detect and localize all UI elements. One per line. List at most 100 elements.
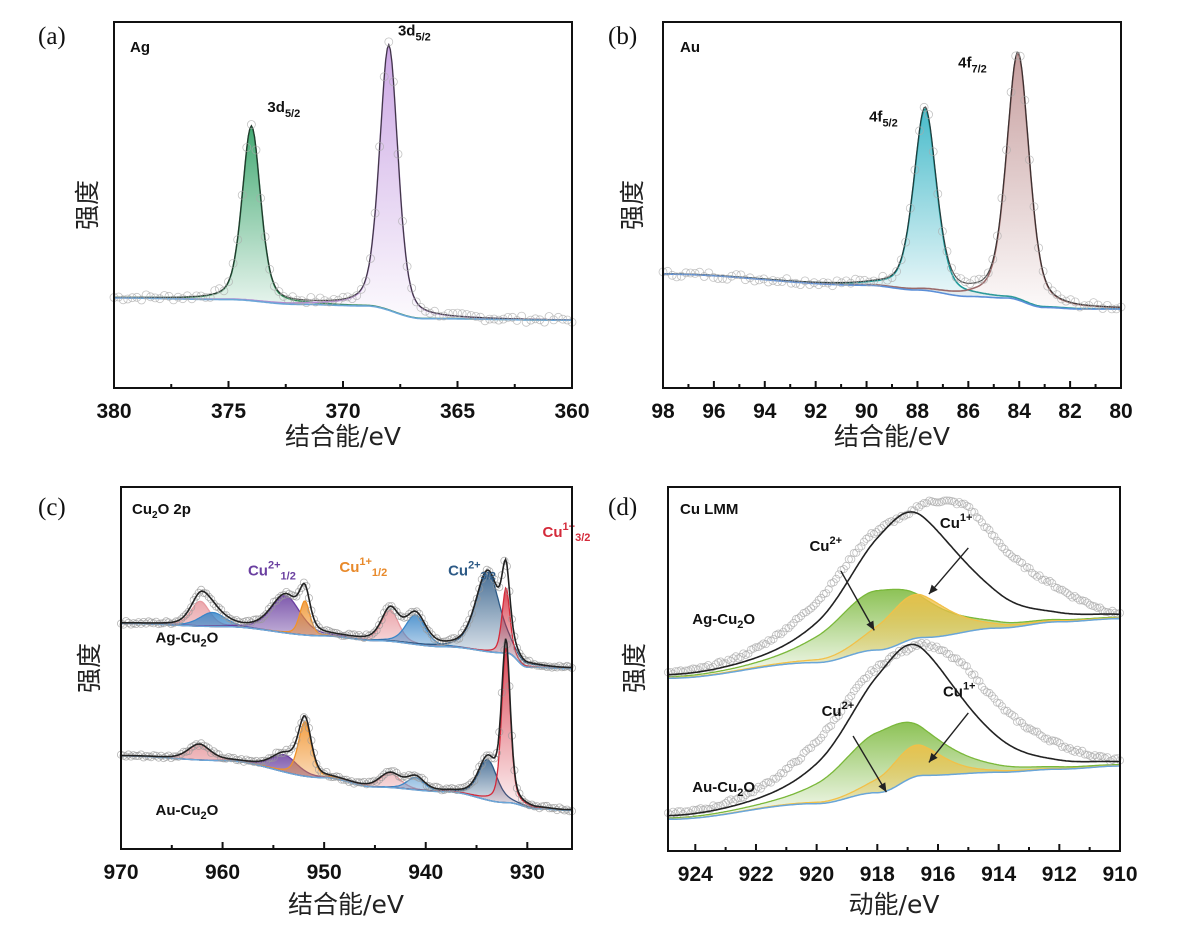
x-tick-label: 96 xyxy=(702,400,725,423)
data-point xyxy=(828,281,837,291)
data-point xyxy=(950,654,959,663)
data-point xyxy=(460,625,469,634)
data-point xyxy=(387,767,396,776)
data-point xyxy=(260,232,270,242)
data-point xyxy=(254,758,263,767)
data-point xyxy=(922,499,931,508)
data-point xyxy=(883,275,892,285)
raw-data-points xyxy=(664,638,1125,819)
data-point xyxy=(544,312,554,321)
data-point xyxy=(1015,51,1025,61)
data-point xyxy=(402,262,412,271)
sample-2: Au-Cu2O Cu2+ Cu1+ xyxy=(664,638,1125,821)
panel-letter: (d) xyxy=(608,494,637,521)
data-point xyxy=(196,291,206,301)
data-point xyxy=(288,292,298,302)
data-point xyxy=(759,274,769,284)
data-point xyxy=(827,721,836,730)
data-point xyxy=(1068,593,1077,602)
data-point xyxy=(797,754,806,763)
data-point xyxy=(734,654,743,663)
x-tick-label: 365 xyxy=(440,400,475,423)
component-line xyxy=(668,588,1120,678)
data-point xyxy=(1093,300,1103,310)
data-point xyxy=(490,754,499,763)
data-point xyxy=(1070,297,1080,307)
data-point xyxy=(1034,243,1043,253)
data-point xyxy=(990,694,999,703)
data-point xyxy=(219,611,228,620)
data-point xyxy=(1029,202,1039,212)
x-tick-label: 94 xyxy=(753,400,777,423)
data-point xyxy=(535,661,544,670)
data-point xyxy=(972,513,981,522)
component-fill-2 xyxy=(114,45,572,321)
data-point xyxy=(750,276,759,286)
panel-title: Cu2O 2p xyxy=(132,501,191,521)
data-point xyxy=(146,292,156,302)
data-point xyxy=(337,631,346,640)
x-tick-label: 920 xyxy=(799,863,834,886)
component-fill xyxy=(121,755,572,811)
sample-1: Ag-Cu2O Cu2+ Cu1+ xyxy=(664,496,1125,680)
data-point xyxy=(980,523,989,532)
data-point xyxy=(1008,710,1017,719)
data-point xyxy=(709,663,718,672)
data-point xyxy=(975,677,984,686)
data-point xyxy=(1005,549,1014,558)
panel-title: Cu LMM xyxy=(680,501,738,518)
data-point xyxy=(935,646,944,655)
data-point xyxy=(822,589,831,598)
component-fill xyxy=(668,594,1120,679)
data-point xyxy=(731,652,740,661)
data-point xyxy=(872,528,881,537)
data-point xyxy=(767,636,776,645)
data-point xyxy=(864,670,873,679)
data-point xyxy=(729,654,738,663)
data-point xyxy=(877,524,886,533)
data-point xyxy=(727,271,737,281)
data-point xyxy=(741,275,750,285)
data-point xyxy=(565,807,574,816)
data-point xyxy=(917,638,926,647)
data-point xyxy=(1025,564,1034,573)
data-point xyxy=(794,756,803,765)
data-point xyxy=(915,126,924,136)
data-point xyxy=(824,723,833,732)
data-point xyxy=(794,614,803,623)
data-point xyxy=(672,272,682,282)
data-point xyxy=(1075,302,1085,312)
sample-label: Au-Cu2O xyxy=(156,802,219,822)
data-point xyxy=(993,536,1002,545)
data-point xyxy=(882,658,891,667)
data-point xyxy=(726,656,735,665)
x-axis-title: 结合能/eV xyxy=(834,422,950,451)
data-point xyxy=(338,292,348,302)
data-point xyxy=(895,646,904,655)
data-point xyxy=(1035,571,1044,580)
plot-frame xyxy=(120,486,573,850)
x-tick-label: 918 xyxy=(860,863,895,886)
data-point xyxy=(1035,730,1044,739)
data-point xyxy=(1070,747,1079,756)
data-point xyxy=(301,298,311,308)
data-point xyxy=(951,272,961,282)
data-point xyxy=(177,615,186,624)
data-point xyxy=(718,274,727,283)
envelope-fit xyxy=(668,511,1120,676)
data-point xyxy=(681,268,691,278)
data-point xyxy=(787,760,796,769)
x-tick-label: 912 xyxy=(1042,863,1077,886)
data-point xyxy=(269,281,279,291)
data-point xyxy=(666,668,675,677)
data-point xyxy=(804,606,813,615)
data-point xyxy=(375,621,384,630)
data-point xyxy=(992,231,1002,241)
data-point xyxy=(379,72,389,82)
data-point xyxy=(210,286,220,296)
data-point xyxy=(1058,743,1067,752)
data-point xyxy=(686,268,695,278)
data-point xyxy=(492,581,501,590)
data-point xyxy=(375,142,385,152)
